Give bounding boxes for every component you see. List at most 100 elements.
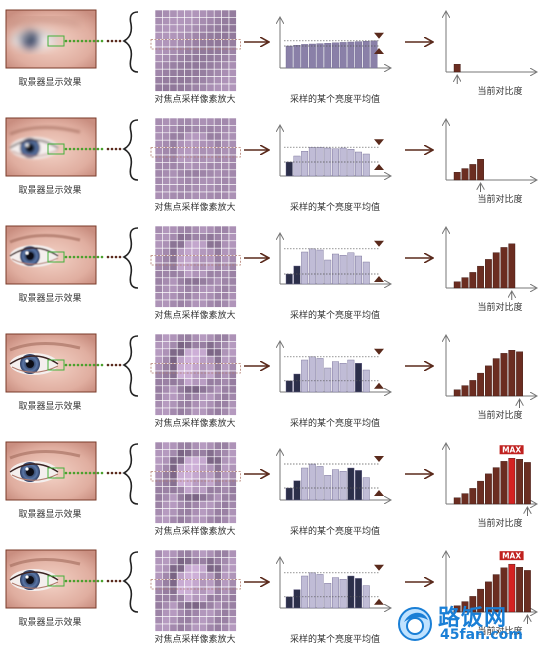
pixel-cell: [184, 169, 193, 178]
contrast-bar: [516, 459, 524, 505]
pixel-cell: [169, 233, 178, 242]
pixel-cell: [184, 76, 193, 85]
pixel-cell: [206, 456, 215, 465]
pixel-cell: [221, 601, 230, 610]
average-bar: [324, 43, 332, 69]
sample-row-highlight: [150, 471, 241, 482]
pixel-cell: [199, 378, 208, 387]
pixel-cell: [199, 24, 208, 33]
watermark-en: 45fan.com: [440, 627, 523, 643]
pixel-cell: [199, 571, 208, 580]
viewfinder-photo: [5, 117, 97, 177]
pixel-cell: [184, 277, 193, 286]
leader-dot: [88, 39, 92, 43]
triangle-up-icon: [374, 164, 384, 170]
pixel-cell: [206, 586, 215, 595]
pixel-cell: [184, 441, 193, 450]
pixel-cell: [221, 586, 230, 595]
pixel-cell: [221, 608, 230, 617]
pixel-cell: [213, 579, 222, 588]
pixel-cell: [154, 594, 163, 603]
leader-dot: [92, 579, 96, 583]
leader-dot: [72, 255, 76, 259]
average-bar: [308, 463, 316, 501]
leader-dot: [68, 579, 72, 583]
pixel-cell: [206, 333, 215, 342]
average-bar: [301, 575, 309, 609]
average-bar: [293, 265, 301, 285]
pixel-cell: [162, 400, 171, 409]
leader-dot: [92, 147, 96, 151]
pixel-cell: [191, 623, 200, 632]
pixel-cell: [199, 348, 208, 357]
pixel-cell: [191, 76, 200, 85]
pixel-cell: [228, 493, 237, 502]
zoom-caption: 对焦点采样像素放大: [154, 93, 235, 105]
pixel-cell: [169, 564, 178, 573]
pixel-cell: [154, 83, 163, 92]
pixel-cell: [169, 378, 178, 387]
pixel-cell: [184, 341, 193, 350]
pixel-cell: [206, 486, 215, 495]
pixel-cell: [228, 125, 237, 134]
pixel-cell: [176, 117, 185, 126]
average-bar: [293, 155, 301, 177]
pixel-cell: [228, 176, 237, 185]
pixel-cell: [199, 355, 208, 364]
pixel-cell: [221, 493, 230, 502]
pixel-cell: [206, 471, 215, 480]
pixel-cell: [206, 191, 215, 200]
leader-dot: [114, 39, 118, 43]
pixel-cell: [199, 616, 208, 625]
pixel-cell: [206, 284, 215, 293]
pixel-cell: [199, 132, 208, 141]
watermark-logo-icon: [398, 607, 432, 641]
pixel-cell: [228, 54, 237, 63]
pixel-cell: [228, 601, 237, 610]
pixel-cell: [221, 549, 230, 558]
contrast-bar: [477, 480, 484, 505]
pixel-cell: [162, 125, 171, 134]
pixel-cell: [213, 240, 222, 249]
pixel-cell: [191, 333, 200, 342]
pixel-cell: [184, 247, 193, 256]
pixel-cell: [169, 9, 178, 18]
average-chart: [280, 234, 390, 284]
focus-point-box: [47, 467, 65, 479]
pixel-cell: [154, 31, 163, 40]
pixel-cell: [176, 508, 185, 517]
pixel-cell: [184, 117, 193, 126]
pixel-cell: [162, 623, 171, 632]
pixel-cell: [199, 240, 208, 249]
pixel-cell: [221, 17, 230, 26]
pixel-cell: [228, 449, 237, 458]
pixel-cell: [221, 594, 230, 603]
pixel-cell: [228, 508, 237, 517]
pixel-cell: [162, 471, 171, 480]
leader-dot: [114, 363, 118, 367]
pixel-cell: [191, 46, 200, 55]
pixel-cell: [154, 262, 163, 271]
pixel-cell: [162, 564, 171, 573]
pixel-cell: [154, 132, 163, 141]
pixel-cell: [206, 292, 215, 301]
pixel-cell: [206, 348, 215, 357]
average-bar: [339, 42, 347, 69]
pixel-cell: [184, 370, 193, 379]
average-bar: [339, 363, 347, 393]
pixel-cell: [176, 571, 185, 580]
pixel-cell: [176, 616, 185, 625]
pixel-cell: [199, 601, 208, 610]
pixel-cell: [199, 292, 208, 301]
pixel-cell: [169, 68, 178, 77]
pixel-cell: [184, 139, 193, 148]
contrast-caption: 当前对比度: [477, 409, 522, 421]
pixel-cell: [213, 9, 222, 18]
pixel-cell: [221, 463, 230, 472]
pixel-cell: [176, 132, 185, 141]
leader-dot: [106, 471, 110, 475]
triangle-down-icon: [374, 456, 384, 462]
pixel-cell: [176, 370, 185, 379]
pixel-cell: [228, 355, 237, 364]
zoom-caption: 对焦点采样像素放大: [154, 309, 235, 321]
